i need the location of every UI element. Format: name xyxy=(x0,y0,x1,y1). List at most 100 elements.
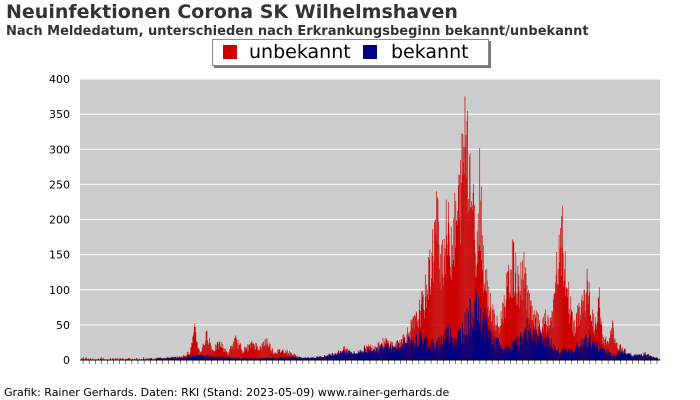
bar-bekannt xyxy=(399,347,400,360)
bar-unbekannt xyxy=(592,309,593,360)
bar-bekannt xyxy=(593,338,595,360)
bar-bekannt xyxy=(346,350,348,360)
bar-bekannt xyxy=(174,358,176,360)
bar-bekannt xyxy=(466,334,467,360)
bar-bekannt xyxy=(339,351,341,360)
bar-bekannt xyxy=(435,346,437,360)
bar-bekannt xyxy=(265,357,266,360)
bar-bekannt xyxy=(380,345,381,360)
bar-bekannt xyxy=(577,351,579,360)
bar-unbekannt xyxy=(550,318,551,360)
bar-unbekannt xyxy=(266,338,268,360)
bar-bekannt xyxy=(256,358,258,360)
bar-unbekannt xyxy=(499,325,501,360)
bar-unbekannt xyxy=(112,357,113,360)
bar-bekannt xyxy=(222,356,224,360)
bar-bekannt xyxy=(591,344,593,360)
bar-bekannt xyxy=(386,347,388,360)
bar-bekannt xyxy=(414,344,415,360)
bar-bekannt xyxy=(384,347,385,360)
bar-unbekannt xyxy=(558,234,560,360)
bar-bekannt xyxy=(533,329,534,360)
bar-bekannt xyxy=(495,338,497,360)
x-axis-ticks xyxy=(82,360,658,364)
bar-unbekannt xyxy=(213,351,214,360)
bar-bekannt xyxy=(320,356,322,360)
bar-unbekannt xyxy=(433,261,435,360)
bar-bekannt xyxy=(642,356,643,360)
bar-bekannt xyxy=(275,358,277,360)
bar-bekannt xyxy=(561,350,563,360)
bar-bekannt xyxy=(528,330,529,360)
bar-unbekannt xyxy=(182,356,183,360)
bar-bekannt xyxy=(489,325,490,360)
bar-unbekannt xyxy=(264,339,266,360)
bar-unbekannt xyxy=(573,335,575,360)
bar-bekannt xyxy=(287,357,289,360)
bar-unbekannt xyxy=(287,349,288,360)
bar-unbekannt xyxy=(470,207,471,360)
bar-unbekannt xyxy=(553,299,554,360)
bar-unbekannt xyxy=(514,292,516,360)
bar-unbekannt xyxy=(377,342,379,360)
bar-bekannt xyxy=(435,349,436,360)
bar-unbekannt xyxy=(569,315,571,360)
bar-unbekannt xyxy=(193,332,195,360)
bar-bekannt xyxy=(524,329,525,360)
bar-unbekannt xyxy=(580,314,581,360)
bar-unbekannt xyxy=(285,352,286,360)
bar-bekannt xyxy=(497,346,499,360)
bar-bekannt xyxy=(261,357,263,360)
bar-unbekannt xyxy=(571,309,573,360)
bar-bekannt xyxy=(218,356,220,360)
bar-unbekannt xyxy=(208,344,209,360)
bar-bekannt xyxy=(493,343,495,360)
bar-unbekannt xyxy=(195,332,197,360)
bar-unbekannt xyxy=(480,186,482,360)
bar-unbekannt xyxy=(530,300,532,360)
bar-bekannt xyxy=(350,352,351,360)
bar-unbekannt xyxy=(281,350,283,360)
bar-unbekannt xyxy=(187,351,189,360)
bar-bekannt xyxy=(171,358,173,360)
bar-unbekannt xyxy=(611,328,612,360)
bar-unbekannt xyxy=(121,357,123,360)
bar-bekannt xyxy=(503,347,505,360)
bar-bekannt xyxy=(348,351,349,360)
bar-bekannt xyxy=(431,339,433,360)
bar-unbekannt xyxy=(245,349,247,360)
bar-unbekannt xyxy=(458,174,460,360)
bar-unbekannt xyxy=(432,255,434,360)
bar-unbekannt xyxy=(190,342,192,360)
bar-unbekannt xyxy=(120,358,121,360)
bar-bekannt xyxy=(289,357,290,360)
bar-bekannt xyxy=(438,348,439,360)
bar-bekannt xyxy=(574,351,576,360)
bar-unbekannt xyxy=(414,315,415,360)
bar-bekannt xyxy=(260,357,261,360)
bar-bekannt xyxy=(499,344,501,360)
bar-bekannt xyxy=(148,358,150,360)
bar-unbekannt xyxy=(198,348,199,360)
bar-unbekannt xyxy=(552,327,554,360)
bar-bekannt xyxy=(177,358,178,360)
bar-bekannt xyxy=(465,338,467,360)
bar-unbekannt xyxy=(397,342,399,360)
bar-bekannt xyxy=(559,353,560,360)
bar-bekannt xyxy=(488,329,490,360)
bar-unbekannt xyxy=(218,343,220,360)
bar-bekannt xyxy=(257,357,259,360)
bar-bekannt xyxy=(459,330,461,360)
bar-bekannt xyxy=(325,356,326,360)
bar-unbekannt xyxy=(461,182,462,360)
bar-bekannt xyxy=(283,358,284,360)
bar-bekannt xyxy=(360,350,362,360)
bar-bekannt xyxy=(338,353,340,360)
bar-bekannt xyxy=(433,342,435,360)
bar-bekannt xyxy=(615,355,616,360)
bar-bekannt xyxy=(489,335,491,360)
bar-bekannt xyxy=(655,358,657,360)
bar-unbekannt xyxy=(367,344,369,360)
bar-unbekannt xyxy=(613,342,615,360)
